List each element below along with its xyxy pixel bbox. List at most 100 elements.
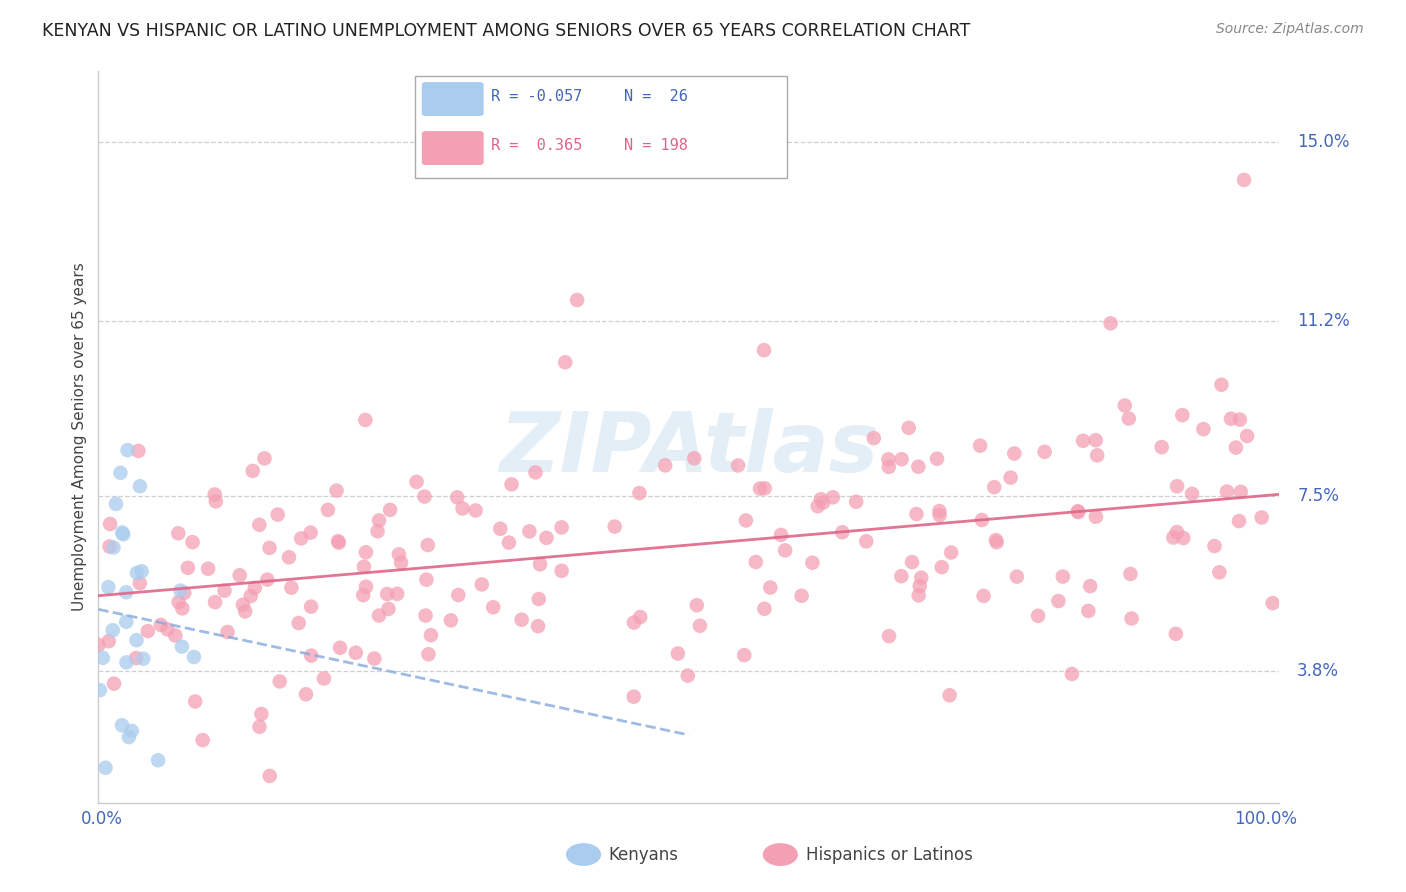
- Point: [177, 561, 200, 575]
- Point: [735, 514, 758, 528]
- Point: [910, 571, 932, 585]
- Point: [416, 538, 439, 552]
- Point: [413, 490, 436, 504]
- Point: [970, 513, 993, 527]
- Point: [111, 525, 134, 540]
- Point: [368, 513, 391, 527]
- Point: [810, 492, 832, 507]
- Point: [1211, 377, 1233, 392]
- Point: [299, 599, 322, 614]
- Point: [326, 534, 349, 549]
- Point: [1119, 566, 1142, 581]
- Point: [1077, 604, 1099, 618]
- Point: [901, 555, 924, 569]
- Point: [91, 651, 114, 665]
- Point: [938, 688, 960, 702]
- Point: [451, 501, 474, 516]
- Point: [877, 459, 900, 474]
- Point: [683, 451, 706, 466]
- Point: [173, 586, 195, 600]
- Point: [890, 452, 912, 467]
- Point: [1216, 484, 1239, 499]
- Point: [115, 585, 138, 599]
- Point: [862, 431, 884, 445]
- Point: [354, 545, 377, 559]
- Point: [931, 560, 953, 574]
- Point: [928, 504, 950, 518]
- Point: [1163, 531, 1185, 545]
- Point: [344, 646, 367, 660]
- Point: [125, 566, 148, 580]
- Point: [1229, 412, 1251, 426]
- Point: [1204, 539, 1226, 553]
- Point: [1114, 399, 1136, 413]
- Point: [1236, 429, 1258, 443]
- Point: [498, 535, 520, 549]
- Point: [1192, 422, 1215, 436]
- Point: [446, 491, 468, 505]
- Point: [907, 459, 929, 474]
- Point: [689, 619, 711, 633]
- Point: [233, 604, 256, 618]
- Point: [907, 588, 929, 602]
- Point: [1084, 434, 1107, 448]
- Point: [831, 525, 853, 540]
- Y-axis label: Unemployment Among Seniors over 65 years: Unemployment Among Seniors over 65 years: [72, 263, 87, 611]
- Point: [821, 491, 844, 505]
- Text: 7.5%: 7.5%: [1298, 487, 1339, 505]
- Point: [125, 651, 148, 665]
- Point: [482, 600, 505, 615]
- Point: [1078, 579, 1101, 593]
- Point: [316, 503, 339, 517]
- Point: [259, 541, 281, 555]
- Point: [519, 524, 541, 539]
- Point: [654, 458, 676, 473]
- Point: [87, 638, 110, 652]
- Text: ZIPAtlas: ZIPAtlas: [499, 409, 879, 490]
- Point: [204, 595, 226, 609]
- Point: [510, 613, 533, 627]
- Point: [253, 451, 276, 466]
- Point: [328, 535, 350, 549]
- Point: [378, 503, 401, 517]
- Point: [111, 718, 134, 732]
- Point: [550, 564, 572, 578]
- Point: [405, 475, 427, 489]
- Point: [165, 628, 187, 642]
- Point: [890, 569, 912, 583]
- Text: 100.0%: 100.0%: [1234, 810, 1298, 828]
- Point: [1000, 470, 1022, 484]
- Point: [984, 533, 1007, 547]
- Point: [269, 674, 291, 689]
- Text: Kenyans: Kenyans: [609, 846, 679, 863]
- Text: N = 198: N = 198: [624, 138, 688, 153]
- Point: [759, 581, 782, 595]
- Point: [983, 480, 1005, 494]
- Point: [156, 623, 179, 637]
- Point: [368, 608, 391, 623]
- Point: [197, 562, 219, 576]
- Point: [98, 540, 121, 554]
- Point: [1173, 531, 1195, 545]
- Text: N =  26: N = 26: [624, 89, 688, 104]
- Point: [1005, 569, 1028, 583]
- Point: [149, 618, 172, 632]
- Point: [204, 494, 226, 508]
- Point: [131, 564, 153, 578]
- Point: [623, 615, 645, 630]
- Point: [128, 576, 150, 591]
- Point: [256, 573, 278, 587]
- Point: [1052, 569, 1074, 583]
- Point: [97, 580, 120, 594]
- Point: [146, 753, 169, 767]
- Point: [217, 625, 239, 640]
- Point: [287, 615, 309, 630]
- Point: [628, 486, 651, 500]
- Point: [939, 545, 962, 559]
- Point: [666, 647, 689, 661]
- Point: [752, 343, 775, 358]
- Point: [363, 651, 385, 665]
- Point: [247, 517, 270, 532]
- Point: [354, 413, 377, 427]
- Point: [94, 761, 117, 775]
